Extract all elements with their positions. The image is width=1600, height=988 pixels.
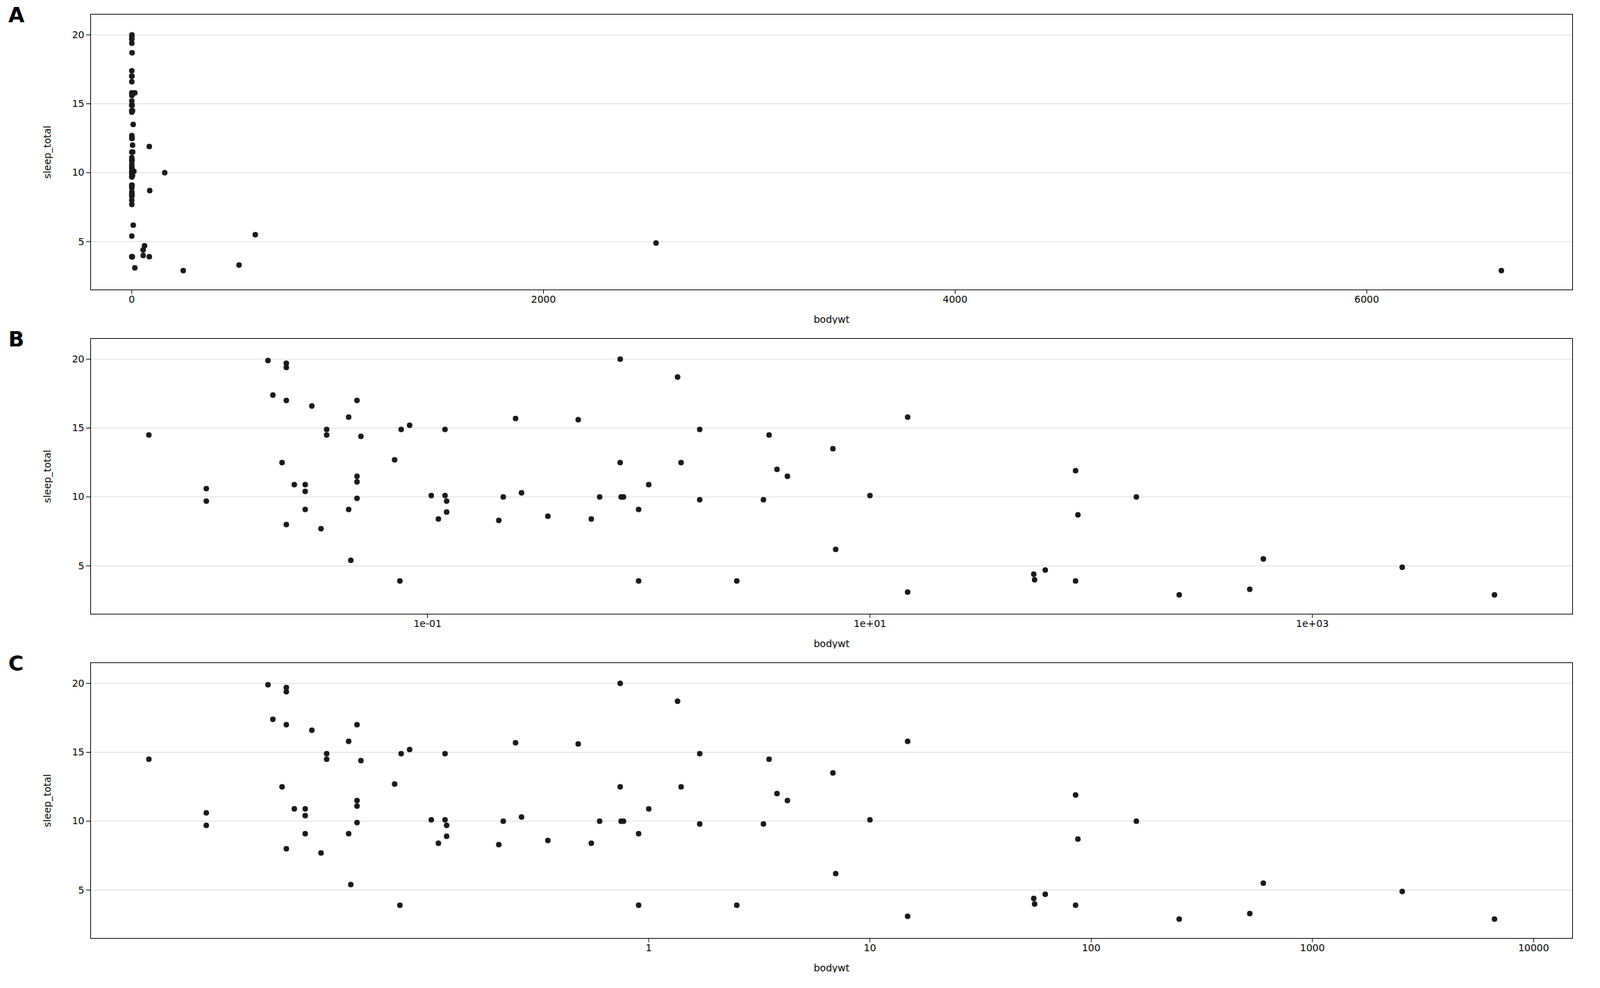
svg-text:20: 20 [72, 29, 85, 41]
svg-text:100: 100 [1081, 942, 1101, 954]
svg-text:10: 10 [863, 942, 877, 954]
svg-text:bodywt: bodywt [813, 313, 850, 325]
svg-text:1e+03: 1e+03 [1295, 618, 1329, 630]
svg-text:5: 5 [78, 560, 85, 572]
svg-text:sleep_total: sleep_total [41, 774, 53, 828]
svg-text:10000: 10000 [1518, 942, 1550, 954]
svg-text:1e+01: 1e+01 [853, 618, 887, 630]
svg-text:1e-01: 1e-01 [413, 618, 441, 630]
svg-text:10: 10 [72, 166, 85, 178]
svg-text:1000: 1000 [1300, 942, 1325, 954]
svg-text:5: 5 [78, 884, 85, 896]
html-text:B: B [8, 327, 25, 352]
svg-text:4000: 4000 [943, 293, 969, 305]
svg-text:10: 10 [72, 815, 85, 827]
html-text:C: C [8, 651, 24, 676]
svg-text:bodywt: bodywt [813, 638, 850, 650]
svg-text:0: 0 [128, 293, 135, 305]
svg-text:15: 15 [72, 746, 85, 758]
svg-text:bodywt: bodywt [813, 962, 850, 974]
svg-text:sleep_total: sleep_total [41, 125, 53, 179]
svg-text:20: 20 [72, 677, 85, 689]
svg-text:20: 20 [72, 353, 85, 365]
html-text:A: A [8, 2, 25, 28]
svg-text:2000: 2000 [531, 293, 557, 305]
svg-text:15: 15 [72, 422, 85, 434]
svg-text:10: 10 [72, 490, 85, 503]
svg-text:1: 1 [645, 942, 653, 954]
svg-text:5: 5 [78, 236, 85, 248]
svg-text:sleep_total: sleep_total [41, 450, 53, 503]
svg-text:6000: 6000 [1354, 293, 1380, 305]
svg-text:15: 15 [72, 97, 85, 110]
